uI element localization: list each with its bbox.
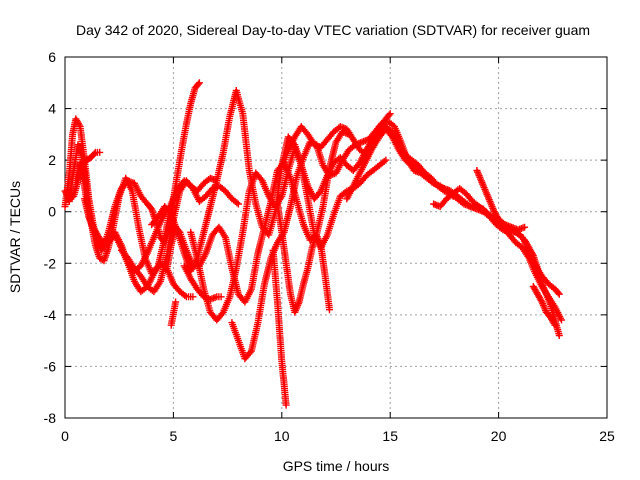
data-point — [550, 320, 558, 328]
series-arc-10 — [180, 262, 225, 303]
y-tick-label: 6 — [48, 49, 56, 65]
series-arc-13 — [269, 246, 290, 409]
y-axis-label: SDTVAR / TECUs — [7, 181, 23, 293]
data-point — [515, 230, 523, 238]
chart-title: Day 342 of 2020, Sidereal Day-to-day VTE… — [76, 22, 590, 38]
series-arc-17 — [430, 185, 529, 234]
data-point — [551, 321, 559, 329]
plot-frame — [64, 56, 608, 419]
x-tick-labels: 0 5 10 15 20 25 — [61, 428, 615, 444]
y-tick-label: 4 — [48, 101, 56, 117]
data-point — [554, 289, 562, 297]
series-arc-11 — [187, 143, 390, 324]
series-arc-20 — [529, 283, 559, 329]
y-tick-label: -4 — [44, 307, 57, 323]
data-point — [555, 332, 563, 339]
data-point — [75, 121, 83, 129]
data-point — [195, 79, 203, 87]
y-tick-label: -2 — [44, 255, 57, 271]
data-point — [521, 223, 529, 231]
x-tick-label: 20 — [491, 428, 507, 444]
y-tick-label: 2 — [48, 152, 56, 168]
data-point — [386, 110, 394, 118]
data-point — [181, 292, 189, 299]
axis-ticks — [64, 56, 608, 419]
data-point — [516, 231, 524, 239]
data-point — [96, 148, 104, 156]
data-point — [194, 80, 202, 88]
data-point — [434, 182, 442, 190]
data-point — [358, 138, 366, 146]
series-arc-18 — [473, 167, 524, 239]
data-point — [555, 290, 563, 298]
y-tick-label: 0 — [48, 204, 56, 220]
x-tick-label: 0 — [61, 428, 69, 444]
data-point — [246, 349, 254, 356]
data-point — [233, 199, 241, 207]
series-arc-16 — [343, 123, 565, 324]
data-point — [90, 150, 98, 158]
y-tick-labels: -8 -6 -4 -2 0 2 4 6 — [44, 49, 57, 426]
data-point — [326, 306, 333, 314]
data-point — [385, 111, 393, 119]
x-tick-label: 25 — [599, 428, 615, 444]
data-point — [217, 293, 225, 301]
series-arc-3 — [65, 141, 221, 278]
data-point — [537, 296, 545, 304]
x-tick-label: 10 — [274, 428, 290, 444]
series-arc-14 — [274, 200, 333, 316]
data-point — [172, 298, 180, 306]
data-point — [166, 209, 174, 217]
y-tick-label: -8 — [44, 410, 57, 426]
series-arc-9 — [167, 298, 180, 329]
data-point — [558, 316, 565, 324]
data-point — [528, 250, 536, 258]
data-point — [340, 124, 348, 132]
data-point — [382, 156, 390, 164]
data-point — [189, 293, 197, 301]
data-point — [234, 200, 242, 208]
x-tick-label: 5 — [170, 428, 178, 444]
x-axis-label: GPS time / hours — [283, 458, 390, 474]
x-tick-label: 15 — [382, 428, 398, 444]
data-point — [282, 401, 290, 409]
data-marks — [61, 79, 565, 409]
y-tick-label: -6 — [44, 358, 57, 374]
